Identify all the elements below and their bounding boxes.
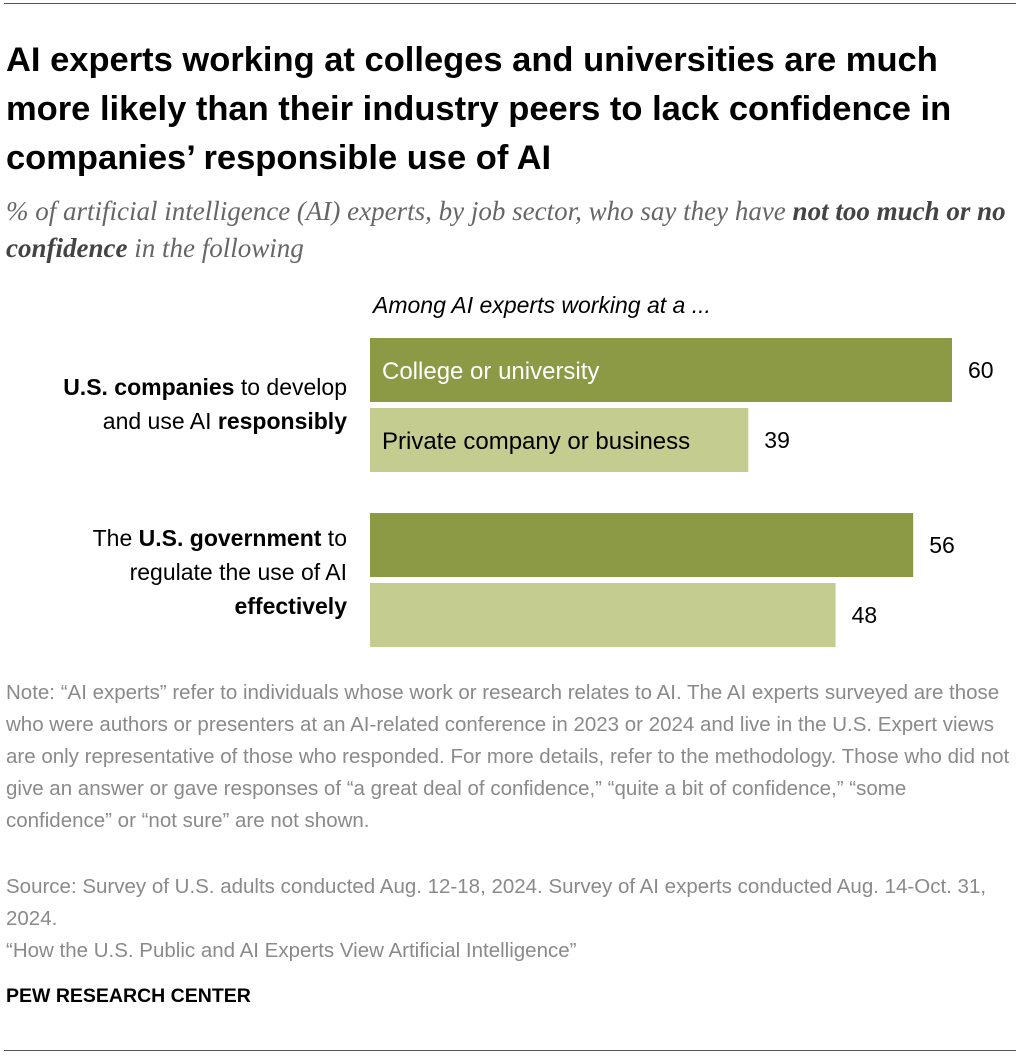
pew-research-center-logo: PEW RESEARCH CENTER xyxy=(6,985,251,1007)
top-rule xyxy=(4,3,1016,4)
chart-title: AI experts working at colleges and unive… xyxy=(6,41,952,177)
bar-college-1 xyxy=(370,513,914,577)
bar-private-0 xyxy=(370,408,749,472)
category-label-companies: U.S. companies to develop and use AI resp… xyxy=(63,370,347,438)
data-label: 60 xyxy=(968,357,994,383)
category-label-part: and use AI xyxy=(102,408,218,434)
chart-subtitle: % of artificial intelligence (AI) expert… xyxy=(6,193,1011,267)
data-label: 48 xyxy=(852,602,878,628)
category-label-part: to xyxy=(321,525,347,551)
chart-source: Source: Survey of U.S. adults conducted … xyxy=(6,875,987,930)
category-label-government: The U.S. government to regulate the use o… xyxy=(93,521,347,623)
data-label: 56 xyxy=(929,532,955,558)
category-label-part: The xyxy=(92,525,139,551)
series-label-college: College or university xyxy=(382,358,599,385)
bottom-rule xyxy=(4,1050,1016,1051)
report-title: “How the U.S. Public and AI Experts View… xyxy=(6,939,577,962)
category-label-part: U.S. government xyxy=(138,525,322,551)
subtitle-emphasis: not too much or no confidence xyxy=(6,196,1006,263)
data-label: 39 xyxy=(764,427,790,453)
bar-chart: College or university 60 Private company o… xyxy=(370,338,994,647)
chart-note: Note: “AI experts” refer to individuals … xyxy=(6,681,1010,832)
category-label-part: to develop xyxy=(234,374,347,400)
series-label-private: Private company or business xyxy=(382,428,690,455)
subtitle-text-end: in the following xyxy=(127,233,304,263)
bar-private-1 xyxy=(370,583,836,647)
subtitle-text: % of artificial intelligence (AI) expert… xyxy=(6,196,793,226)
category-label-part: responsibly xyxy=(217,408,347,434)
category-label-part: regulate the use of AI xyxy=(129,559,347,585)
bar-college-0 xyxy=(370,338,952,402)
axis-header: Among AI experts working at a ... xyxy=(373,292,711,318)
category-label-part: effectively xyxy=(234,593,347,619)
category-label-part: U.S. companies xyxy=(63,374,235,400)
